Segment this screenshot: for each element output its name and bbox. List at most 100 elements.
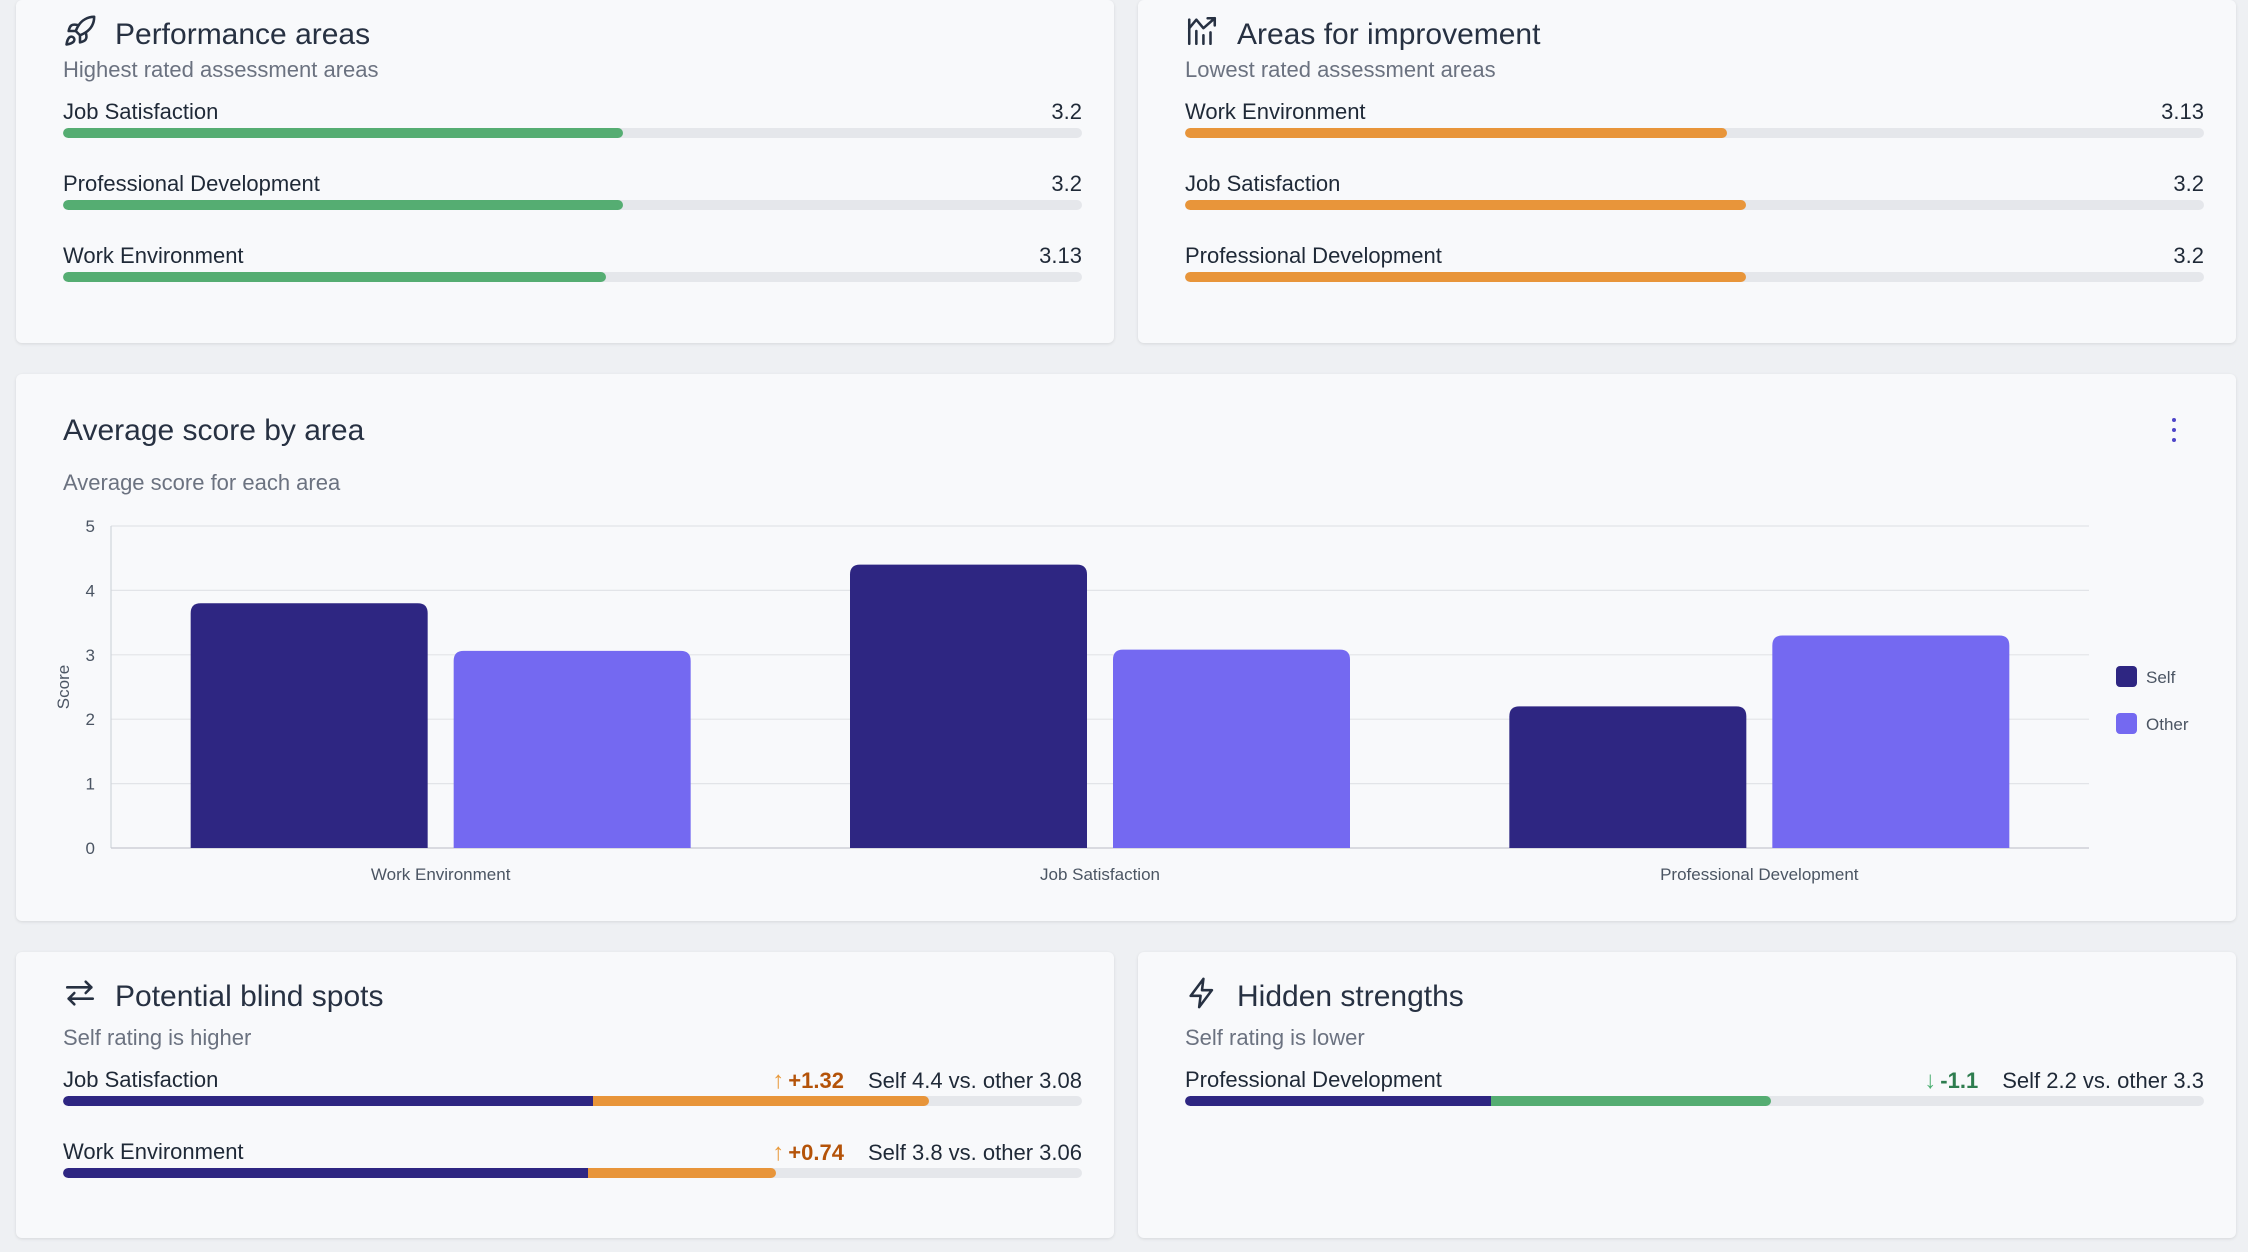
- areas-for-improvement-subtitle: Lowest rated assessment areas: [1185, 57, 1496, 82]
- bar-other[interactable]: [1113, 649, 1350, 848]
- progress-track: [1185, 128, 2204, 138]
- self-segment: [63, 1168, 588, 1178]
- performance-areas-title: Performance areas: [115, 18, 371, 51]
- metric-row: Professional Development 3.2: [1185, 243, 2204, 293]
- metric-row: Job Satisfaction 3.2: [63, 99, 1082, 149]
- legend-label[interactable]: Other: [2146, 715, 2189, 734]
- metric-label: Work Environment: [63, 243, 244, 268]
- metric-label: Job Satisfaction: [63, 99, 219, 124]
- progress-track: [1185, 272, 2204, 282]
- self-segment: [1185, 1096, 1491, 1106]
- comparison-label: Professional Development: [1185, 1067, 1442, 1092]
- rocket-icon: [63, 14, 97, 56]
- metric-label: Work Environment: [1185, 99, 1366, 124]
- metric-label: Professional Development: [1185, 243, 1442, 268]
- metric-label: Professional Development: [63, 171, 320, 196]
- arrow-up-icon: ↑: [772, 1139, 785, 1166]
- x-tick-label: Work Environment: [371, 865, 511, 884]
- progress-track: [1185, 200, 2204, 210]
- arrow-up-icon: ↑: [772, 1067, 785, 1094]
- self-vs-other-text: Self 2.2 vs. other 3.3: [2002, 1068, 2204, 1093]
- metric-value: 3.2: [2173, 171, 2204, 196]
- y-tick-label: 3: [86, 646, 95, 665]
- metric-row: Work Environment 3.13: [1185, 99, 2204, 149]
- comparison-values: ↑ +1.32 Self 4.4 vs. other 3.08: [772, 1067, 1082, 1095]
- progress-fill: [1185, 128, 1728, 138]
- legend-swatch[interactable]: [2116, 666, 2137, 687]
- comparison-row: Job Satisfaction ↑ +1.32 Self 4.4 vs. other…: [63, 1067, 1082, 1117]
- progress-fill: [63, 200, 624, 210]
- blind-spots-subtitle: Self rating is higher: [63, 1025, 252, 1050]
- performance-areas-header: Performance areas: [63, 14, 370, 56]
- blind-spots-card: Potential blind spots Self rating is hig…: [16, 952, 1114, 1238]
- y-tick-label: 2: [86, 710, 95, 729]
- average-score-chart: 0 1 2 3 4 5 Score Work Environment Job Satisfact…: [54, 517, 2189, 884]
- x-tick-label: Professional Development: [1660, 865, 1859, 884]
- x-tick-label: Job Satisfaction: [1040, 865, 1160, 884]
- comparison-values: ↓ -1.1 Self 2.2 vs. other 3.3: [1924, 1067, 2204, 1095]
- bar-other[interactable]: [1772, 635, 2010, 848]
- bar-self[interactable]: [1509, 706, 1747, 848]
- blind-spots-title: Potential blind spots: [115, 980, 384, 1013]
- comparison-track: [63, 1168, 1082, 1178]
- average-score-subtitle: Average score for each area: [63, 470, 341, 495]
- progress-track: [63, 272, 1082, 282]
- lightning-icon: [1185, 976, 1219, 1018]
- delta-value: -1.1: [1940, 1068, 1979, 1093]
- chart-trend-icon: [1185, 14, 1219, 56]
- delta-badge: ↓ -1.1: [1924, 1067, 1978, 1095]
- self-vs-other-text: Self 4.4 vs. other 3.08: [867, 1068, 1082, 1093]
- areas-for-improvement-header: Areas for improvement: [1185, 14, 1540, 56]
- y-tick-label: 1: [86, 775, 95, 794]
- hidden-strengths-subtitle: Self rating is lower: [1185, 1025, 1365, 1050]
- difference-segment: [587, 1168, 777, 1178]
- performance-areas-subtitle: Highest rated assessment areas: [63, 57, 379, 82]
- y-tick-label: 5: [86, 517, 95, 536]
- y-tick-label: 4: [86, 581, 95, 600]
- self-vs-other-text: Self 3.8 vs. other 3.06: [867, 1140, 1082, 1165]
- self-segment: [63, 1096, 593, 1106]
- progress-fill: [1185, 200, 1747, 210]
- hidden-strengths-title: Hidden strengths: [1237, 980, 1464, 1013]
- arrow-down-icon: ↓: [1924, 1067, 1937, 1094]
- bar-other[interactable]: [453, 650, 691, 848]
- y-axis-label: Score: [54, 665, 73, 709]
- metric-row: Professional Development 3.2: [63, 171, 1082, 221]
- average-score-title: Average score by area: [63, 414, 365, 447]
- hidden-strengths-card: Hidden strengths Self rating is lower Pr…: [1138, 952, 2236, 1238]
- delta-badge: ↑ +0.74: [772, 1139, 844, 1167]
- progress-track: [63, 128, 1082, 138]
- progress-fill: [63, 272, 607, 282]
- metric-value: 3.13: [1039, 243, 1082, 268]
- progress-fill: [1185, 272, 1747, 282]
- metric-value: 3.13: [2161, 99, 2204, 124]
- bar-self[interactable]: [850, 564, 1087, 848]
- metric-row: Job Satisfaction 3.2: [1185, 171, 2204, 221]
- arrows-swap-icon: [63, 976, 97, 1018]
- metric-label: Job Satisfaction: [1185, 171, 1341, 196]
- comparison-track: [1185, 1096, 2204, 1106]
- delta-value: +1.32: [788, 1068, 844, 1093]
- progress-fill: [63, 128, 624, 138]
- performance-areas-card: Performance areas Highest rated assessme…: [16, 0, 1114, 343]
- hidden-strengths-header: Hidden strengths: [1185, 976, 1464, 1018]
- average-score-header: Average score by area: [63, 414, 364, 448]
- metric-value: 3.2: [1051, 99, 1082, 124]
- areas-for-improvement-title: Areas for improvement: [1237, 18, 1541, 51]
- difference-segment: [1490, 1096, 1771, 1106]
- comparison-label: Job Satisfaction: [63, 1067, 219, 1092]
- y-tick-label: 0: [86, 839, 95, 858]
- progress-track: [63, 200, 1082, 210]
- comparison-row: Professional Development ↓ -1.1 Self 2.2 vs…: [1185, 1067, 2204, 1117]
- metric-row: Work Environment 3.13: [63, 243, 1082, 293]
- kebab-menu-icon[interactable]: [2170, 418, 2178, 442]
- comparison-track: [63, 1096, 1082, 1106]
- comparison-label: Work Environment: [63, 1139, 244, 1164]
- difference-segment: [592, 1096, 930, 1106]
- blind-spots-header: Potential blind spots: [63, 976, 384, 1018]
- bar-self[interactable]: [190, 603, 428, 848]
- delta-badge: ↑ +1.32: [772, 1067, 844, 1095]
- legend-label[interactable]: Self: [2146, 668, 2176, 687]
- legend-swatch[interactable]: [2116, 713, 2137, 734]
- comparison-values: ↑ +0.74 Self 3.8 vs. other 3.06: [772, 1139, 1082, 1167]
